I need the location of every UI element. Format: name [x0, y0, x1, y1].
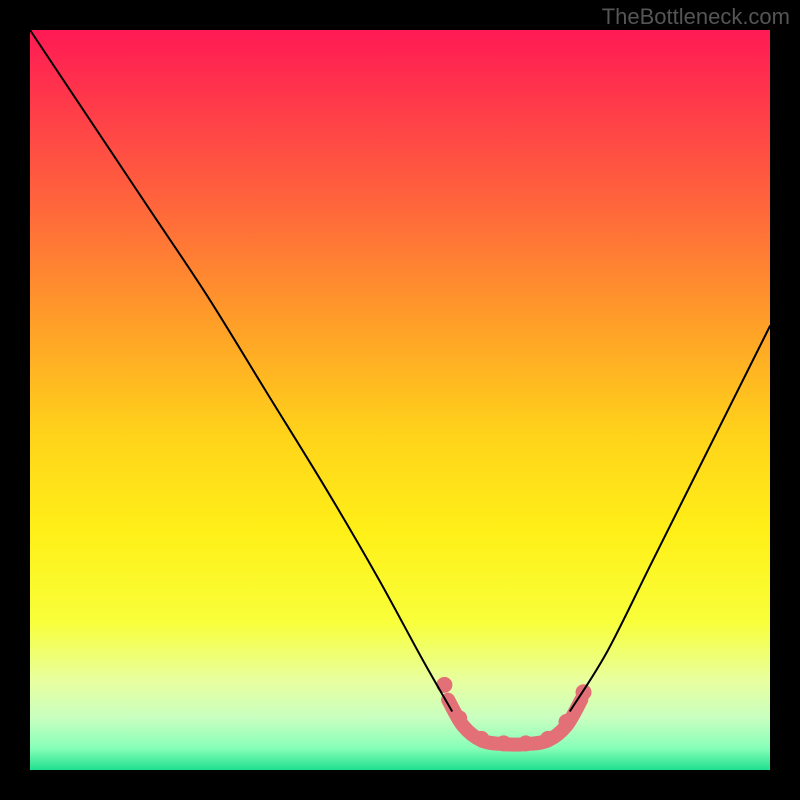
chart-container: TheBottleneck.com — [0, 0, 800, 800]
highlight-band — [436, 677, 591, 751]
highlight-dot — [496, 735, 512, 751]
bottleneck-curve-left — [30, 30, 452, 711]
plot-area — [30, 30, 770, 770]
bottleneck-curve-right — [570, 326, 770, 711]
highlight-dot — [559, 714, 575, 730]
highlight-dot — [540, 731, 556, 747]
highlight-dot — [473, 731, 489, 747]
watermark-text: TheBottleneck.com — [602, 4, 790, 30]
curve-layer — [30, 30, 770, 770]
highlight-dot — [436, 677, 452, 693]
highlight-dot — [518, 735, 534, 751]
highlight-dot — [451, 710, 467, 726]
